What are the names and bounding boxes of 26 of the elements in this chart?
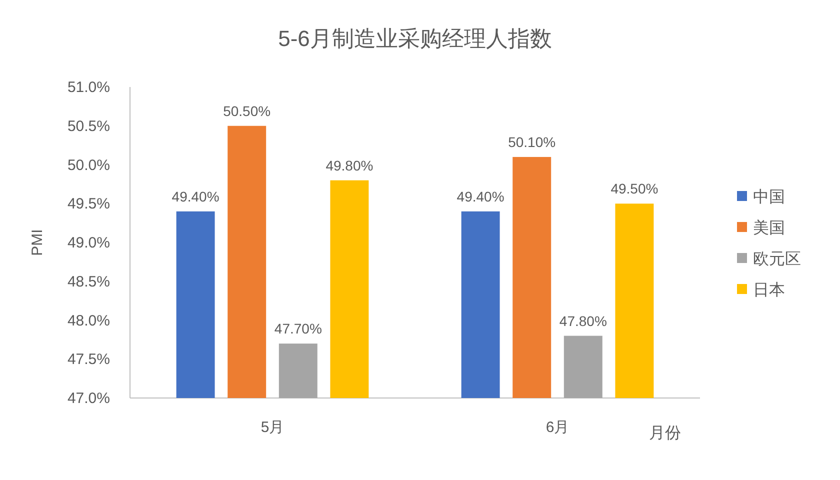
ytick: 50.5% (67, 118, 110, 135)
data-label: 49.40% (172, 188, 220, 204)
data-label: 49.80% (326, 157, 374, 174)
data-label: 50.10% (508, 134, 556, 150)
data-label: 49.40% (456, 188, 504, 204)
ytick: 47.0% (67, 390, 110, 407)
data-label: 49.50% (610, 180, 658, 197)
title: 5-6月制造业采购经理人指数 (278, 26, 552, 51)
ylabel: PMI (29, 229, 46, 256)
ytick: 48.0% (67, 312, 110, 330)
legend-label: 中国 (753, 189, 785, 206)
ytick: 48.5% (67, 273, 110, 290)
data-label: 47.80% (559, 312, 607, 329)
legend-label: 日本 (753, 282, 785, 299)
ytick: 51.0% (67, 79, 110, 96)
ytick: 49.5% (67, 196, 110, 213)
ytick: 49.0% (67, 234, 110, 252)
data-label: 50.50% (223, 102, 271, 119)
ytick: 50.0% (67, 156, 110, 174)
legend-label: 欧元区 (753, 251, 801, 268)
xtick: 6月 (546, 419, 570, 436)
legend-label: 美国 (753, 220, 785, 237)
xtick: 5月 (260, 419, 284, 436)
xlabel: 月份 (649, 425, 681, 442)
ytick: 47.5% (67, 351, 110, 368)
data-label: 47.70% (274, 320, 322, 337)
